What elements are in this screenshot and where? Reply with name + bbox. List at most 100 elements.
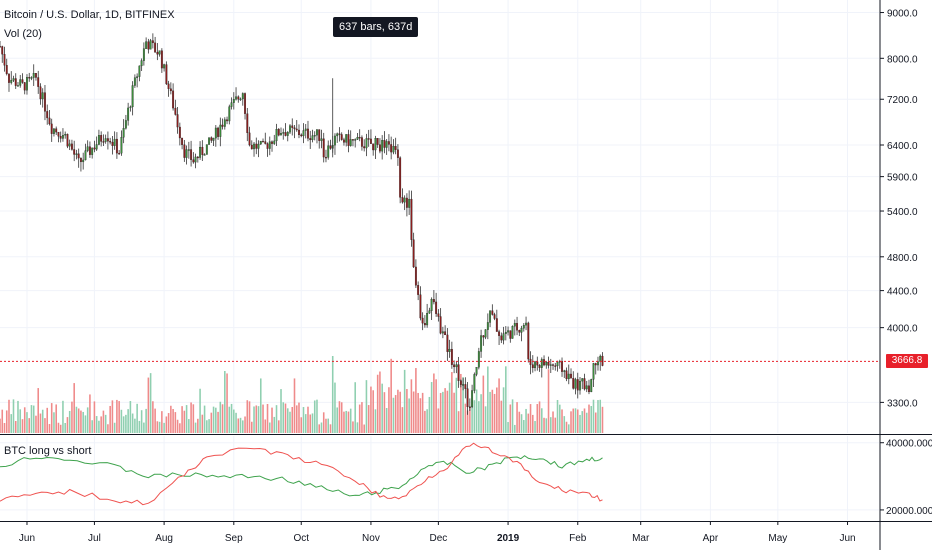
volume-bar <box>179 423 181 433</box>
candle-body <box>417 285 420 295</box>
candle-body <box>565 370 568 380</box>
time-tick-label: Aug <box>155 533 173 544</box>
candle-body <box>271 141 273 144</box>
candle-body <box>509 330 512 339</box>
candle-body <box>226 119 228 122</box>
candle-body <box>383 140 386 148</box>
volume-bar <box>145 408 147 433</box>
volume-bar <box>601 406 604 433</box>
volume-bar <box>284 403 287 433</box>
volume-bar <box>102 410 105 433</box>
volume-bar <box>98 420 100 433</box>
volume-bar <box>8 399 10 433</box>
candle-body <box>235 96 237 100</box>
candle-body <box>286 132 289 136</box>
volume-bar <box>262 404 264 433</box>
volume-bar <box>194 422 197 433</box>
volume-bar <box>336 407 338 433</box>
volume-bar <box>446 390 449 433</box>
candle-body <box>349 139 352 146</box>
price-tick-label: 5400.0 <box>887 207 918 218</box>
candle-body <box>95 144 98 150</box>
candle-body <box>23 82 26 91</box>
candle-body <box>26 77 28 91</box>
candle-body <box>552 364 554 366</box>
oscillator-lines <box>0 442 603 506</box>
candle-body <box>190 149 193 160</box>
volume-bar <box>345 410 347 433</box>
volume-bar <box>410 379 413 433</box>
volume-bar <box>143 422 145 433</box>
volume-bar <box>190 402 192 433</box>
volume-bar <box>163 422 165 433</box>
symbol-legend[interactable]: Bitcoin / U.S. Dollar, 1D, BITFINEX <box>4 9 175 21</box>
candle-body <box>62 135 64 139</box>
candle-body <box>473 374 476 391</box>
candle-body <box>109 141 112 143</box>
volume-bar <box>525 408 527 433</box>
volume-bar <box>242 420 244 433</box>
range-tooltip: 637 bars, 637d <box>333 17 419 37</box>
volume-bar <box>554 417 557 433</box>
volume-bar <box>46 407 48 433</box>
volume-bar <box>442 391 444 433</box>
candle-body <box>302 130 305 137</box>
candle-body <box>75 153 78 155</box>
candle-body <box>545 361 548 366</box>
volume-bar <box>435 379 437 433</box>
volume-bar <box>62 400 64 433</box>
volume-bar <box>86 407 89 433</box>
candle-body <box>293 127 296 130</box>
time-tick-label: Dec <box>429 533 447 544</box>
volume-bar <box>343 411 345 433</box>
volume-bar <box>181 406 183 433</box>
volume-bar <box>134 418 136 433</box>
volume-bar <box>552 411 554 433</box>
volume-bar <box>75 406 78 433</box>
volume-bar <box>536 404 539 433</box>
volume-bar <box>511 399 514 433</box>
volume-bar <box>401 407 404 433</box>
volume-bar <box>48 424 51 433</box>
volume-bar <box>0 418 1 433</box>
candle-body <box>1 46 4 55</box>
candle-body <box>336 133 339 137</box>
volume-bar <box>12 399 15 433</box>
candle-body <box>10 80 13 83</box>
candle-body <box>66 133 69 147</box>
candle-body <box>93 147 96 150</box>
volume-bar <box>367 405 370 433</box>
volume-bar <box>487 366 489 433</box>
time-tick-label: Oct <box>293 533 309 544</box>
price-tick-label: 4800.0 <box>887 253 918 264</box>
candle-body <box>471 390 474 407</box>
candle-body <box>244 93 246 114</box>
candle-body <box>453 364 456 368</box>
volume-bar <box>419 398 422 433</box>
candle-body <box>275 129 278 142</box>
candle-body <box>68 143 71 147</box>
candle-body <box>181 137 184 145</box>
candle-body <box>489 310 492 323</box>
candle-body <box>264 141 267 144</box>
volume-legend[interactable]: Vol (20) <box>4 28 42 40</box>
candle-body <box>475 367 478 375</box>
candle-body <box>540 359 543 368</box>
candle-body <box>561 361 563 372</box>
candle-body <box>48 117 51 125</box>
volume-bar <box>403 369 406 433</box>
candle-body <box>455 364 458 368</box>
volume-bar <box>390 358 392 433</box>
candle-body <box>122 128 125 138</box>
volume-bar <box>235 412 237 433</box>
candle-body <box>262 140 264 143</box>
volume-bar <box>313 400 316 433</box>
candle-body <box>421 317 424 324</box>
candle-body <box>57 131 60 137</box>
indicator-title[interactable]: BTC long vs short <box>4 445 92 457</box>
volume-bar <box>329 424 332 433</box>
candle-body <box>120 137 123 154</box>
volume-bar <box>210 412 213 433</box>
candle-body <box>439 316 442 334</box>
